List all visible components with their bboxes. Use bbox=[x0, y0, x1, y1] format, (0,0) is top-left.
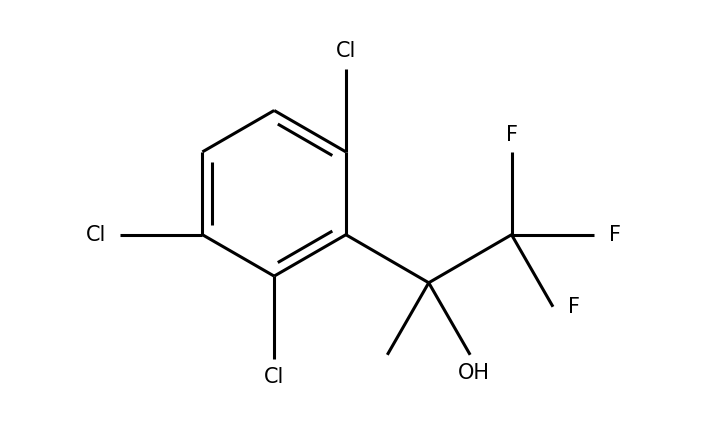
Text: F: F bbox=[609, 225, 621, 245]
Text: Cl: Cl bbox=[264, 367, 284, 387]
Text: OH: OH bbox=[458, 363, 491, 383]
Text: F: F bbox=[506, 125, 518, 146]
Text: F: F bbox=[568, 297, 580, 317]
Text: Cl: Cl bbox=[336, 41, 356, 61]
Text: Cl: Cl bbox=[86, 225, 106, 245]
